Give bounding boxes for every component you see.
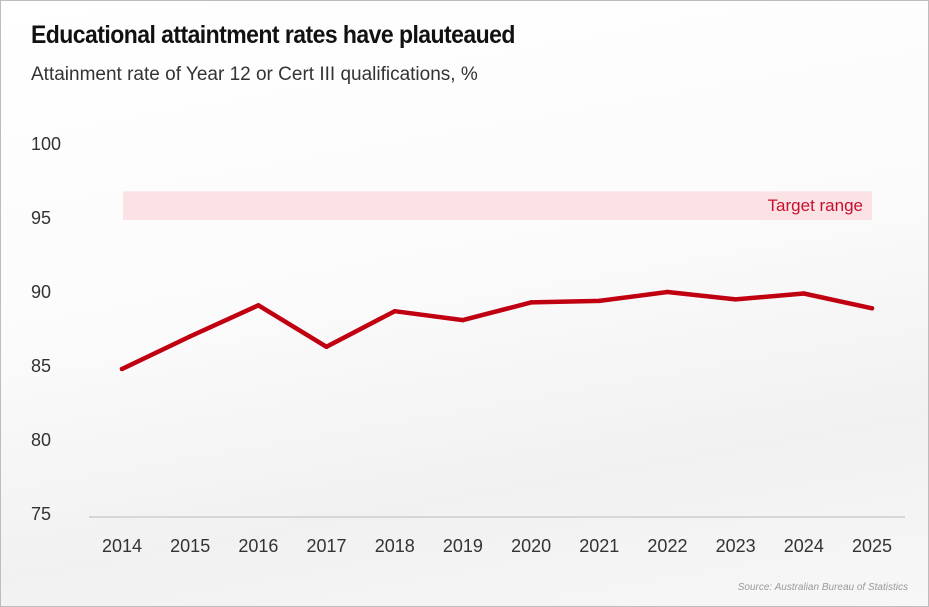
y-tick-label: 75 [31, 504, 51, 524]
chart-title: Educational attaintment rates have plaut… [31, 21, 515, 49]
x-tick-label: 2025 [852, 536, 892, 556]
data-point [528, 300, 534, 305]
x-tick-label: 2022 [647, 536, 687, 556]
x-tick-label: 2018 [375, 536, 415, 556]
target-range-band [123, 191, 872, 220]
x-tick-label: 2024 [784, 536, 824, 556]
y-tick-label: 80 [31, 430, 51, 450]
data-point [460, 317, 466, 323]
x-tick-label: 2016 [238, 536, 278, 556]
data-point [665, 289, 670, 295]
chart-subtitle: Attainment rate of Year 12 or Cert III q… [31, 64, 478, 85]
x-tick-label: 2020 [511, 536, 551, 556]
data-point [187, 334, 193, 339]
y-tick-label: 95 [31, 208, 51, 228]
x-tick-label: 2017 [307, 536, 347, 556]
y-tick-label: 85 [31, 356, 51, 376]
x-tick-label: 2019 [443, 536, 483, 556]
data-point [119, 366, 125, 372]
source-note: Source: Australian Bureau of Statistics [737, 582, 908, 593]
x-tick-label: 2021 [579, 536, 619, 556]
x-tick-label: 2023 [716, 536, 756, 556]
data-point [324, 344, 329, 349]
x-tick-label: 2014 [102, 536, 142, 556]
data-point [869, 306, 875, 311]
target-range-label: Target range [768, 196, 863, 215]
data-point [733, 297, 738, 302]
data-point [801, 291, 807, 296]
data-point [392, 309, 397, 314]
series-line [119, 289, 875, 372]
data-point [597, 298, 602, 304]
data-point [256, 303, 261, 308]
y-tick-label: 100 [31, 134, 61, 154]
x-tick-label: 2015 [170, 536, 210, 556]
y-tick-label: 90 [31, 282, 51, 302]
